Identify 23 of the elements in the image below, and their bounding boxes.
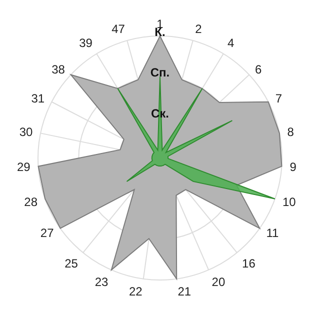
spoke-label: 31 [31,91,45,106]
spoke-label: 29 [16,160,31,174]
spoke-label: 7 [275,91,282,106]
spoke-label: 11 [266,226,279,240]
spoke-label: 20 [212,274,226,289]
spoke-label: 22 [128,284,143,298]
spoke-label: 4 [228,36,235,50]
spoke-label: 21 [178,284,192,298]
spoke-label: 47 [112,22,126,36]
spoke-label: 23 [94,274,109,289]
spoke-label: 9 [290,160,297,174]
spoke-label: 27 [40,226,54,240]
y-tick-label: Сп. [150,66,170,80]
spoke-label: 28 [24,194,38,209]
spoke-label: 25 [64,256,78,270]
spoke-label: 2 [195,22,202,36]
spoke-label: 16 [242,256,256,270]
spoke-label: 8 [287,124,294,139]
spoke-label: 6 [255,62,262,77]
spoke-label: 39 [79,36,93,50]
spoke-label: 38 [52,62,66,77]
spoke-label: 10 [282,194,296,209]
spoke-label: 30 [19,124,34,139]
